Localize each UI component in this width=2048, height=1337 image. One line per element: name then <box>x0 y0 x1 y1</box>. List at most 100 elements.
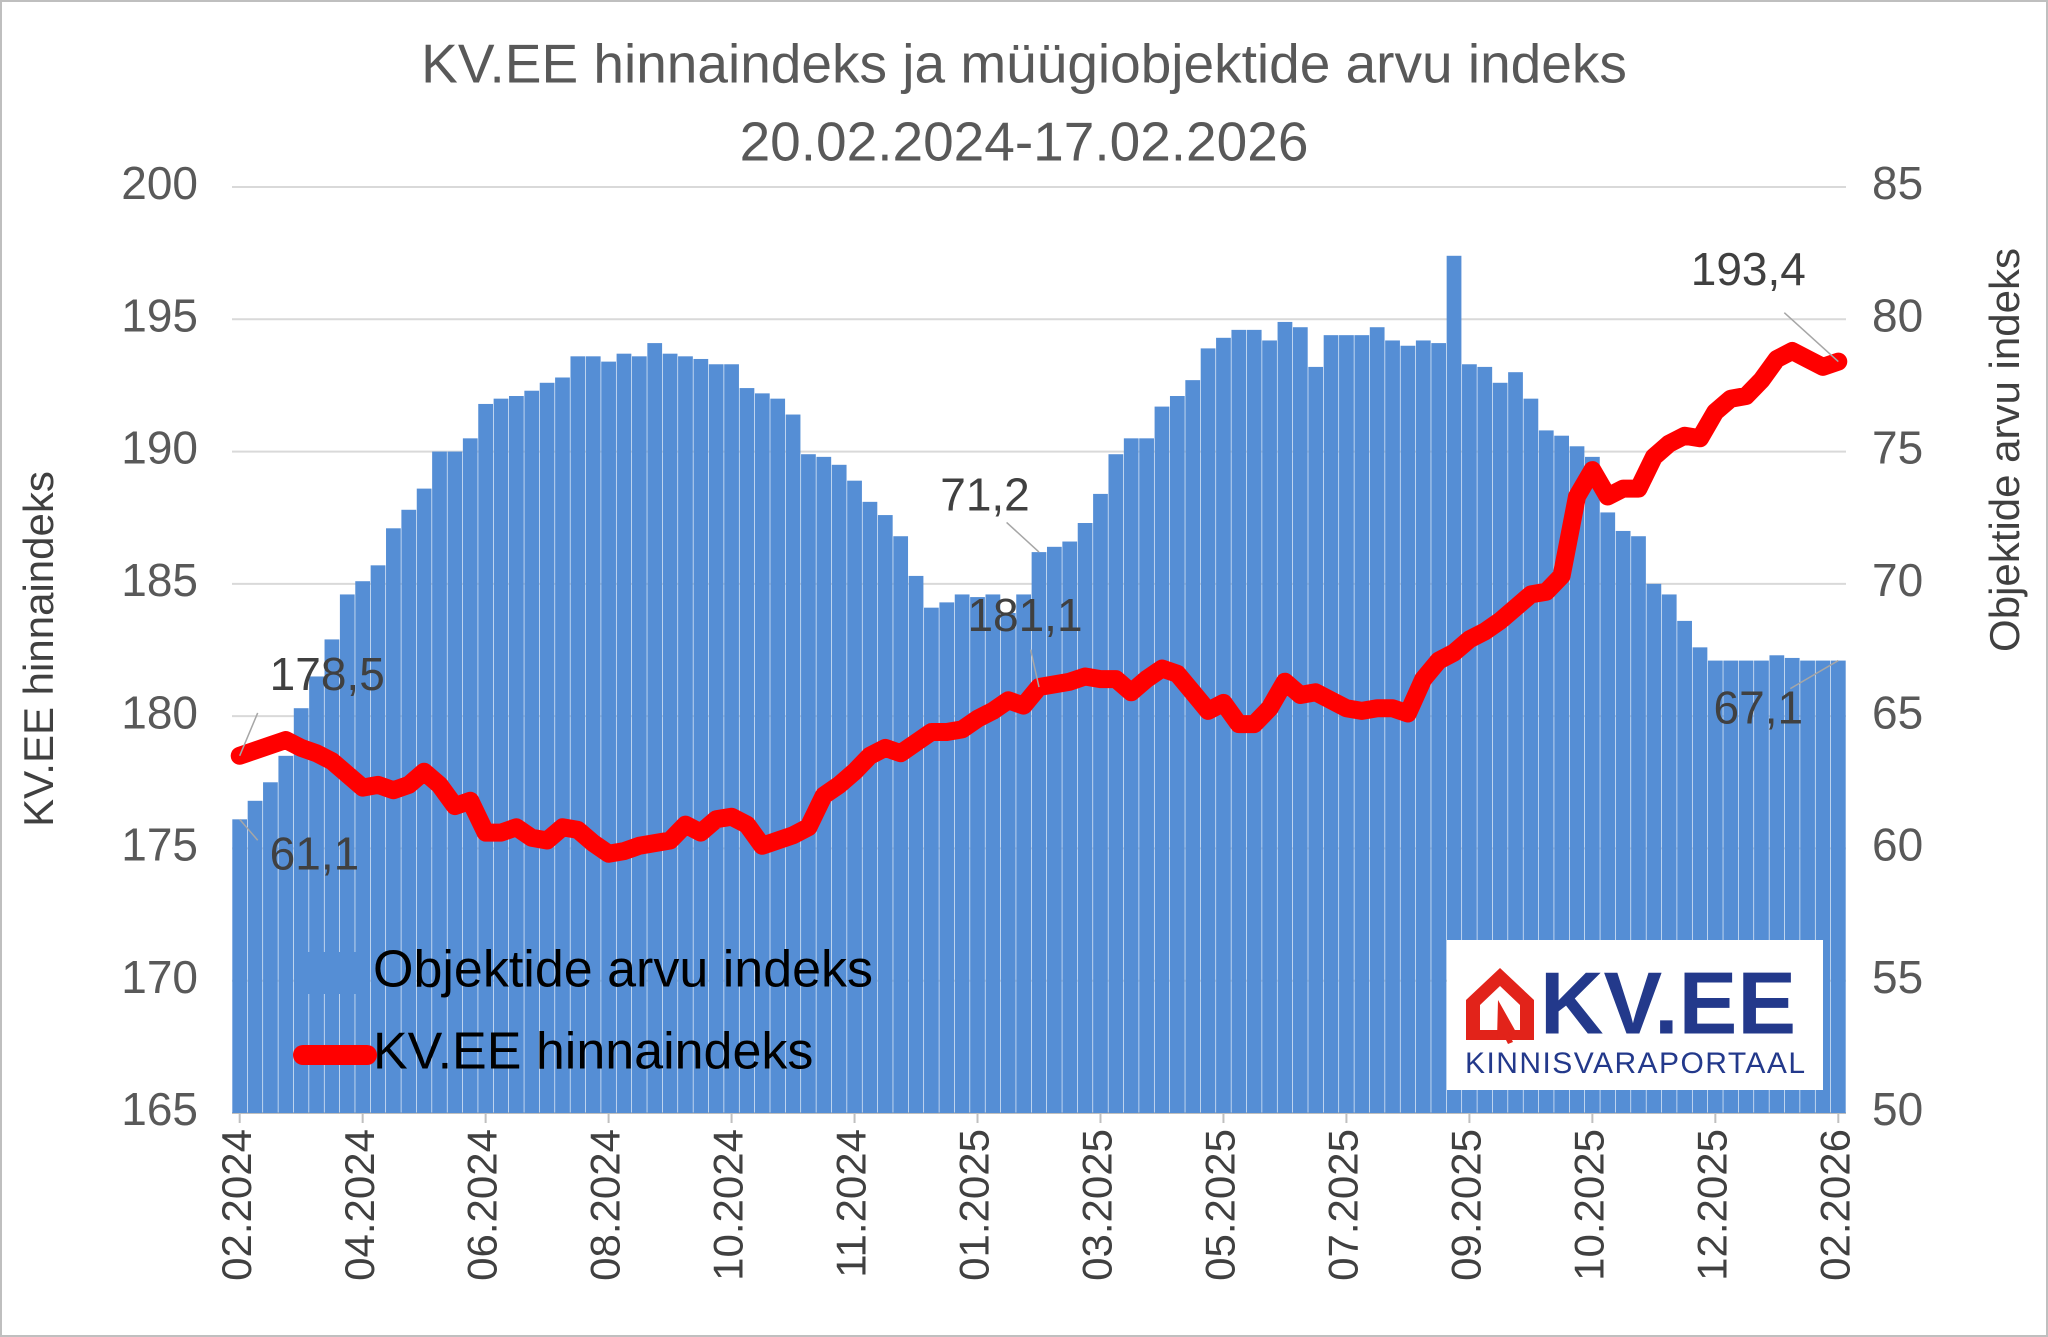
y2-tick-label: 80 <box>1872 289 1923 341</box>
bar <box>1385 340 1400 1113</box>
bar <box>970 597 985 1113</box>
bar <box>647 343 663 1113</box>
x-tick-label: 07.2025 <box>1320 1129 1367 1281</box>
logo-tagline: KINNISVARAPORTAAL <box>1465 1047 1805 1080</box>
bar <box>1292 327 1308 1113</box>
bar <box>1139 438 1154 1113</box>
bar <box>1108 454 1124 1113</box>
logo-house <box>1466 968 1534 1040</box>
y2-tick-label: 65 <box>1872 686 1923 738</box>
bar <box>416 488 432 1113</box>
bar <box>1093 493 1108 1114</box>
data-label: 67,1 <box>1714 682 1804 734</box>
x-tick-label: 09.2025 <box>1442 1129 1489 1281</box>
bar <box>447 451 463 1114</box>
bar <box>1477 366 1493 1113</box>
y-tick-label: 170 <box>121 951 198 1003</box>
data-label: 178,5 <box>270 648 385 700</box>
bar <box>739 388 755 1113</box>
bar <box>847 480 862 1113</box>
bar <box>309 676 324 1113</box>
bar <box>1185 380 1201 1113</box>
bar <box>570 356 586 1114</box>
bar <box>1830 660 1846 1113</box>
data-label: 71,2 <box>940 468 1030 520</box>
y2-tick-label: 60 <box>1872 819 1923 871</box>
bar <box>1308 366 1324 1113</box>
bar <box>631 356 647 1114</box>
bar <box>708 364 724 1114</box>
bar <box>508 396 524 1113</box>
bar <box>770 398 786 1114</box>
x-tick-label: 05.2025 <box>1197 1129 1244 1281</box>
bar <box>1354 335 1370 1113</box>
chart-subtitle: 20.02.2024-17.02.2026 <box>740 111 1309 173</box>
bar <box>1016 594 1032 1113</box>
bar <box>1492 382 1508 1114</box>
x-tick-label: 06.2024 <box>459 1129 506 1281</box>
bar <box>893 536 909 1113</box>
y-tick-label: 180 <box>121 686 198 738</box>
bar <box>1000 612 1016 1113</box>
label-leader <box>1789 659 1839 690</box>
logo-text: KV.EE <box>1540 953 1796 1052</box>
legend-label: KV.EE hinnaindeks <box>373 1023 813 1081</box>
plot-marks <box>230 255 1848 1114</box>
x-tick-label: 11.2024 <box>828 1129 875 1278</box>
bar <box>1415 340 1431 1113</box>
bar <box>1446 255 1462 1113</box>
y2-tick-label: 55 <box>1872 951 1923 1003</box>
bar <box>1339 335 1354 1113</box>
bar <box>1216 337 1231 1113</box>
data-label: 193,4 <box>1691 243 1806 295</box>
y2-tick-label: 75 <box>1872 422 1923 474</box>
bar <box>247 800 263 1113</box>
legend-label: Objektide arvu indeks <box>373 941 873 999</box>
y2-axis-title: Objektide arvu indeks <box>1981 248 2028 652</box>
bar <box>539 382 555 1114</box>
bar <box>616 353 632 1113</box>
y-tick-label: 200 <box>121 157 198 209</box>
bar <box>1323 335 1339 1113</box>
bar <box>601 361 616 1113</box>
bar <box>985 594 1001 1113</box>
logo-cursor <box>1497 1000 1516 1044</box>
y-tick-label: 190 <box>121 422 198 474</box>
bar <box>1462 364 1477 1114</box>
bar <box>754 393 770 1113</box>
bar <box>493 398 509 1114</box>
data-label: 181,1 <box>967 589 1082 641</box>
bar <box>370 565 386 1113</box>
bar <box>585 356 601 1114</box>
label-leader <box>1006 521 1040 553</box>
y-axis-title: KV.EE hinnaindeks <box>15 471 62 827</box>
x-tick-label: 12.2025 <box>1688 1129 1735 1281</box>
x-tick-label: 02.2024 <box>213 1129 260 1281</box>
y2-tick-label: 70 <box>1872 554 1923 606</box>
bar <box>1523 398 1539 1114</box>
bar <box>386 528 401 1113</box>
x-tick-label: 02.2026 <box>1811 1129 1858 1281</box>
bar <box>1123 438 1139 1113</box>
bar <box>939 602 955 1113</box>
bar <box>293 708 309 1113</box>
data-label: 61,1 <box>270 827 360 879</box>
bar <box>401 509 417 1114</box>
bar <box>724 364 739 1114</box>
chart-title: KV.EE hinnaindeks ja müügiobjektide arvu… <box>421 33 1627 95</box>
bar <box>1277 321 1293 1114</box>
bar <box>263 782 278 1113</box>
bar <box>1169 396 1185 1113</box>
y-tick-label: 195 <box>121 289 198 341</box>
x-tick-label: 08.2024 <box>582 1129 629 1281</box>
bar <box>1262 340 1277 1113</box>
bar <box>862 501 878 1114</box>
x-tick-label: 03.2025 <box>1074 1129 1121 1281</box>
bar <box>524 390 540 1114</box>
y-tick-label: 175 <box>121 819 198 871</box>
x-tick-label: 10.2025 <box>1565 1129 1612 1281</box>
bar <box>801 454 816 1113</box>
logo-box <box>1447 940 1823 1090</box>
y2-tick-label: 50 <box>1872 1083 1923 1135</box>
